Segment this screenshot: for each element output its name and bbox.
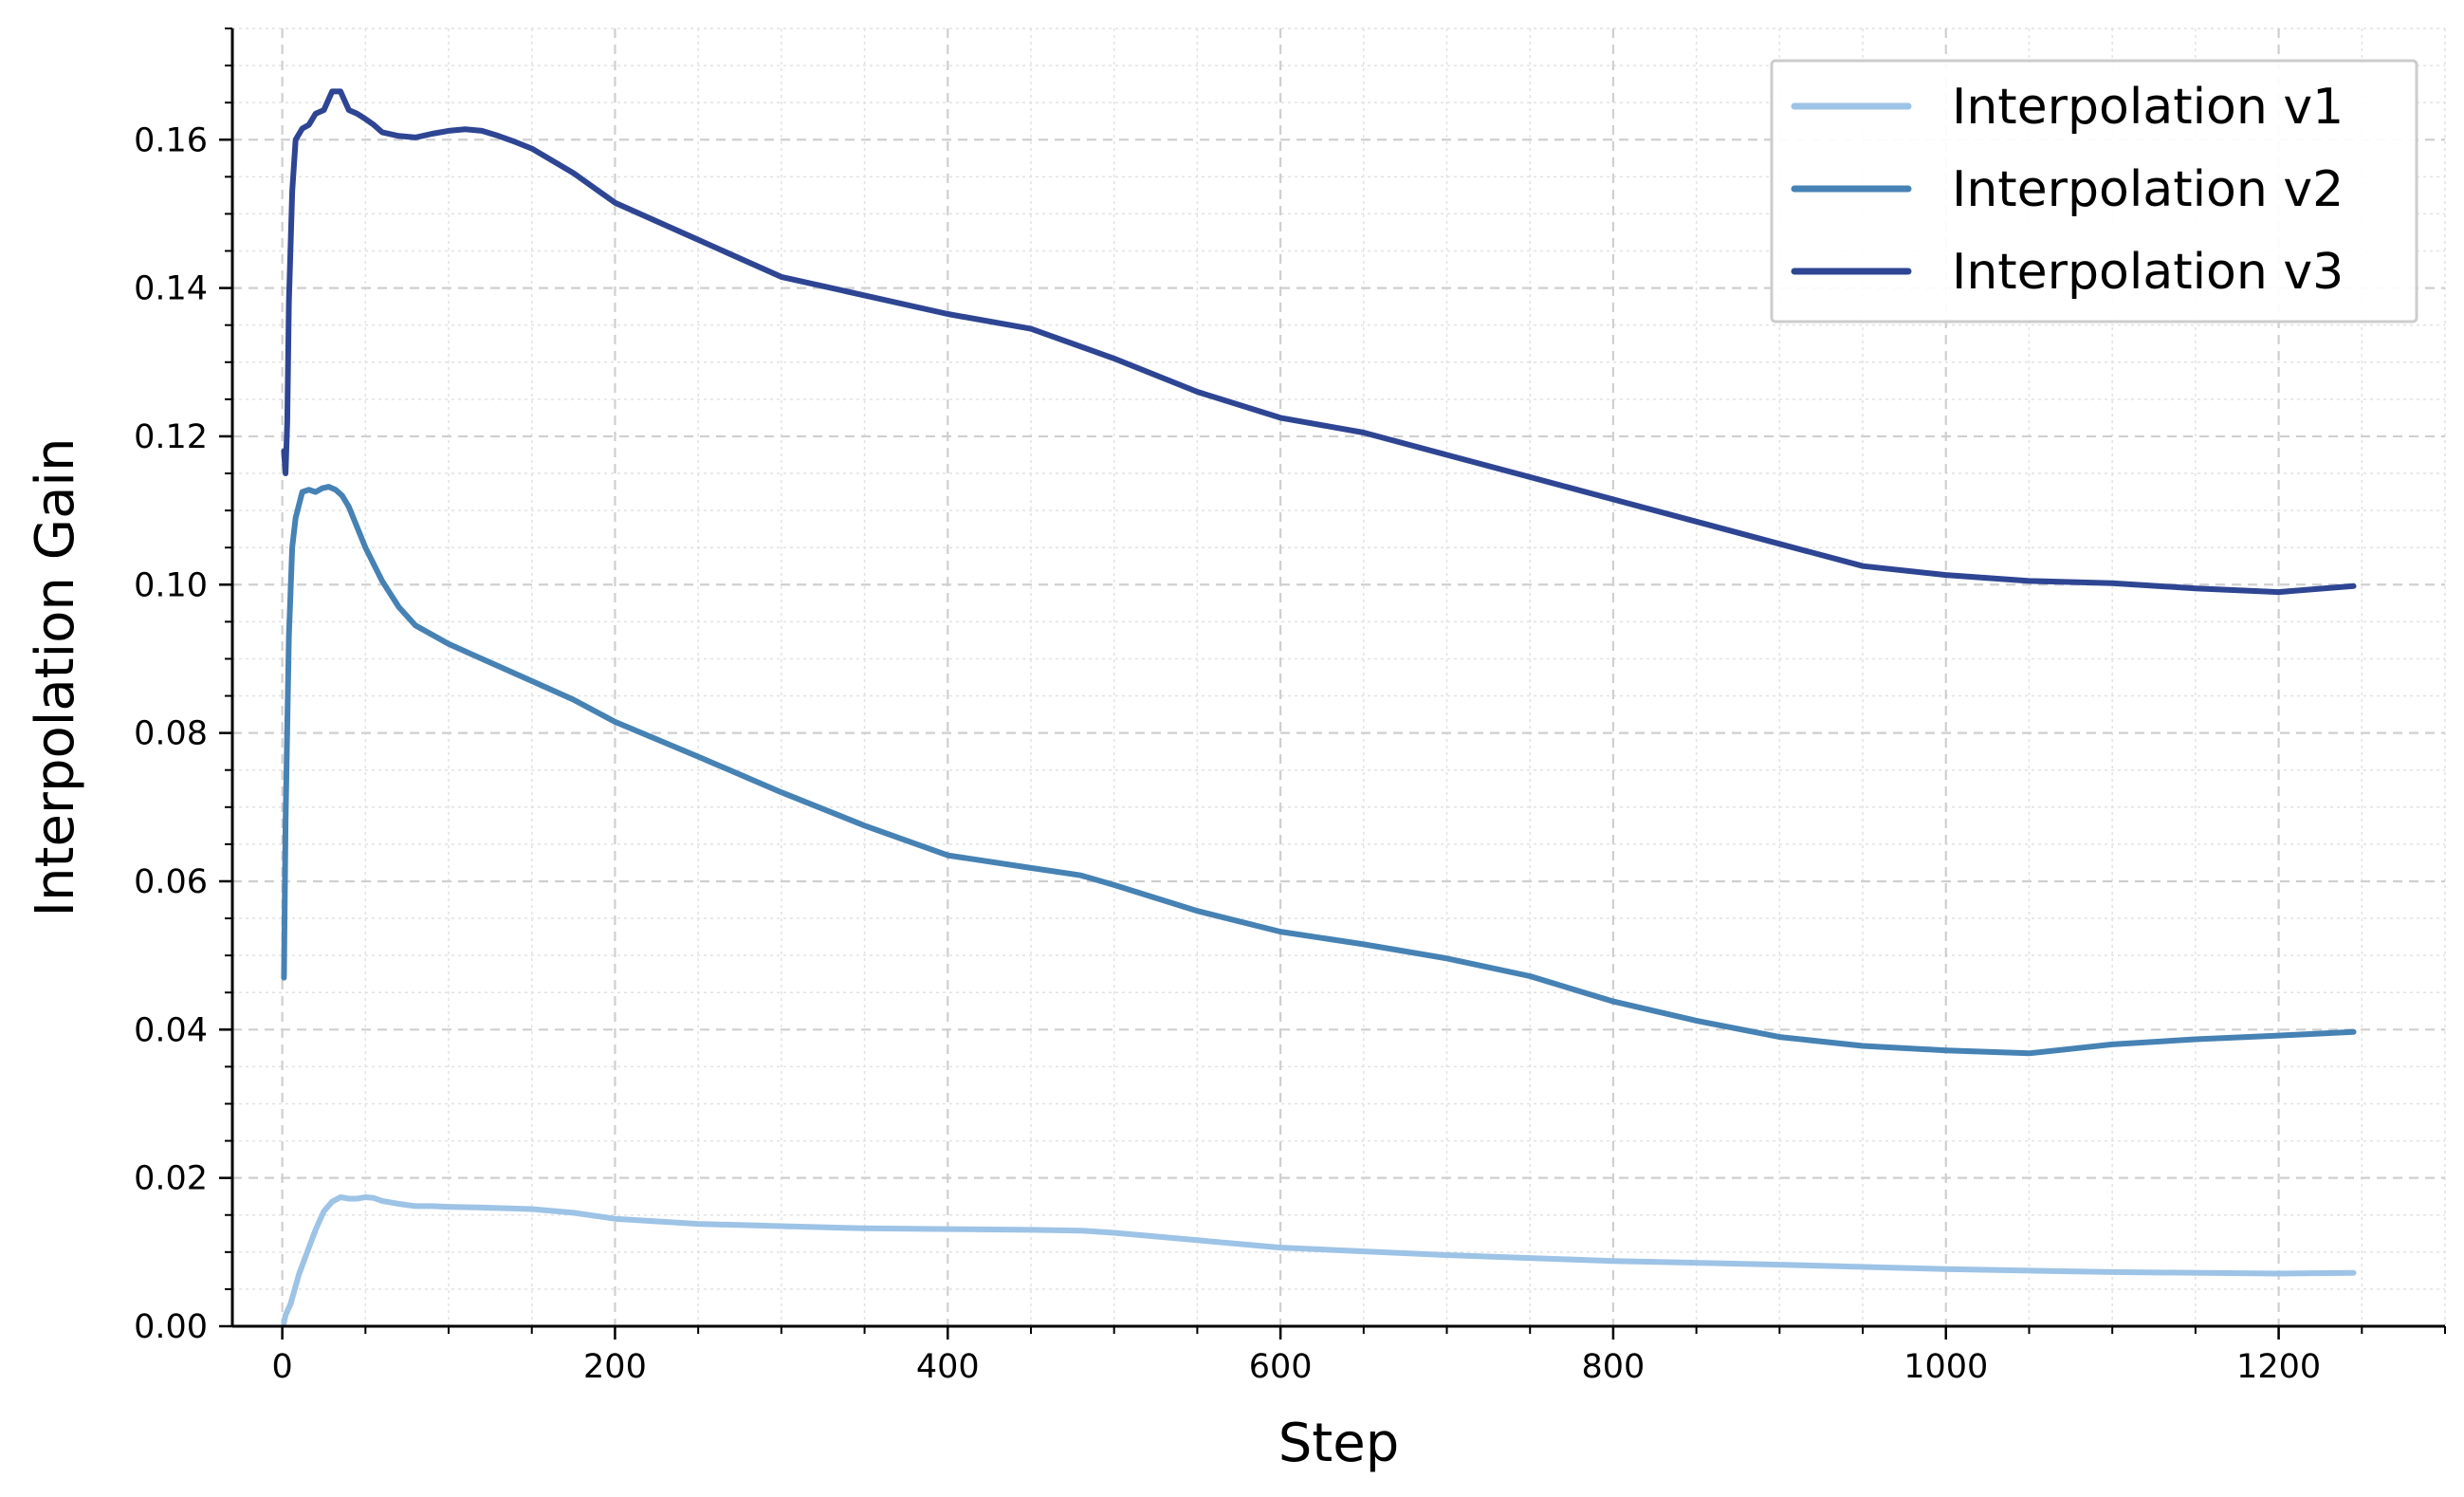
tick-labels: 0 200 400 600 800 1000 1200 0.00 0.02 0.04 0.06 0.0… <box>134 121 2321 1386</box>
series-line-1 <box>281 1194 2357 1326</box>
y-tick-label: 0.00 <box>134 1308 208 1346</box>
y-tick-label: 0.16 <box>134 121 208 159</box>
x-tick-label: 1000 <box>1903 1348 1988 1386</box>
x-tick-label: 600 <box>1249 1348 1313 1386</box>
y-tick-label: 0.14 <box>134 270 208 308</box>
series-line-2 <box>281 484 2357 1057</box>
series-layer <box>281 88 2357 1326</box>
y-tick-label: 0.02 <box>134 1160 208 1198</box>
y-tick-label: 0.04 <box>134 1011 208 1049</box>
x-tick-label: 800 <box>1582 1348 1646 1386</box>
legend-label: Interpolation v1 <box>1952 79 2344 136</box>
y-tick-label: 0.10 <box>134 566 208 604</box>
legend-label: Interpolation v3 <box>1952 244 2344 301</box>
x-tick-label: 400 <box>916 1348 980 1386</box>
legend-label: Interpolation v2 <box>1952 161 2344 218</box>
legend: Interpolation v1 Interpolation v2 Interpol… <box>1770 59 2418 323</box>
series-line-3 <box>281 88 2357 596</box>
y-tick-label: 0.06 <box>134 863 208 901</box>
y-axis-title: Interpolation Gain <box>25 438 86 917</box>
x-axis-title: Step <box>1278 1413 1400 1474</box>
y-tick-label: 0.12 <box>134 418 208 456</box>
legend-frame <box>1770 59 2418 323</box>
x-tick-label: 1200 <box>2236 1348 2321 1386</box>
x-tick-label: 200 <box>583 1348 647 1386</box>
y-tick-label: 0.08 <box>134 715 208 753</box>
x-tick-label: 0 <box>271 1348 292 1386</box>
tick-marks <box>219 28 2446 1340</box>
axes <box>230 28 2445 1328</box>
